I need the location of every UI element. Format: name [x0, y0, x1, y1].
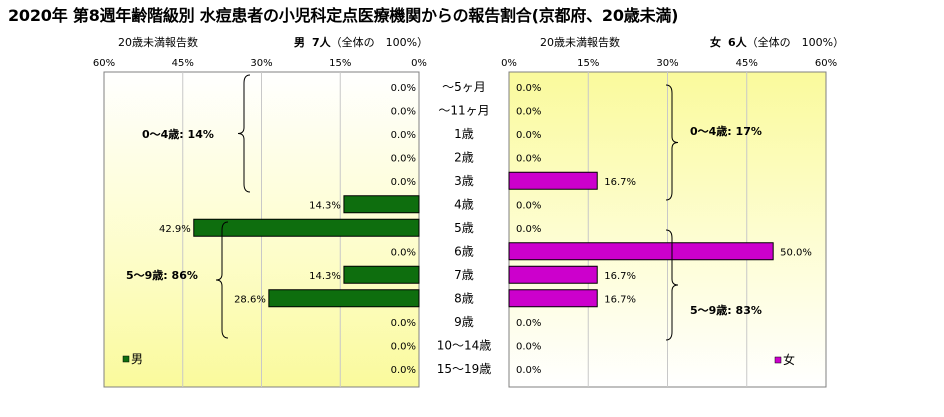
- left-x-tick-label: 45%: [172, 58, 194, 69]
- right-x-tick-label: 45%: [736, 58, 758, 69]
- right-group-label-5-9: 5～9歳: 83%: [690, 303, 762, 317]
- left-group-label-0-4: 0～4歳: 14%: [142, 127, 214, 141]
- right-count: 6人: [728, 36, 747, 49]
- right-data-label: 0.0%: [516, 365, 541, 376]
- category-label: 4歳: [454, 197, 474, 211]
- left-data-label: 0.0%: [391, 130, 416, 141]
- left-legend-swatch: [122, 355, 130, 363]
- right-bar: [508, 171, 598, 190]
- right-x-tick-label: 30%: [656, 58, 678, 69]
- right-data-label: 0.0%: [516, 318, 541, 329]
- right-data-label: 0.0%: [516, 83, 541, 94]
- category-label: 15～19歳: [437, 362, 492, 376]
- left-data-label: 0.0%: [391, 177, 416, 188]
- left-x-tick-label: 0%: [411, 58, 427, 69]
- right-bar: [508, 242, 774, 261]
- left-axis-label: 20歳未満報告数: [118, 36, 198, 49]
- right-brace-0-4: [665, 84, 679, 201]
- right-data-label: 0.0%: [516, 106, 541, 117]
- left-bar: [268, 289, 420, 308]
- category-label: 8歳: [454, 291, 474, 305]
- right-x-tick-label: 15%: [577, 58, 599, 69]
- right-data-label: 0.0%: [516, 130, 541, 141]
- right-gender-header: 女 6人（全体の 100%）: [710, 34, 844, 50]
- category-label: 3歳: [454, 174, 474, 188]
- left-data-label: 14.3%: [309, 200, 341, 211]
- right-gender: 女: [710, 36, 721, 49]
- left-brace-0-4: [237, 74, 251, 193]
- category-label: 10～14歳: [437, 338, 492, 352]
- right-data-label: 0.0%: [516, 200, 541, 211]
- left-data-label: 0.0%: [391, 247, 416, 258]
- right-data-label: 0.0%: [516, 153, 541, 164]
- right-bar: [508, 265, 598, 284]
- right-brace-5-9: [665, 229, 679, 341]
- left-share: （全体の 100%）: [330, 36, 429, 49]
- left-panel: 60% 45% 30% 15% 0% 0.0% 0.0% 0.0% 0.0% 0.0% 14.3% 4…: [93, 58, 427, 388]
- left-brace-5-9: [215, 221, 229, 339]
- category-label: 9歳: [454, 315, 474, 329]
- category-label: 7歳: [454, 268, 474, 282]
- left-data-label: 0.0%: [391, 83, 416, 94]
- right-data-label: 16.7%: [604, 177, 636, 188]
- left-data-label: 0.0%: [391, 153, 416, 164]
- category-labels: ～5ヶ月 ～11ヶ月 1歳 2歳 3歳 4歳 5歳 6歳 7歳 8歳 9歳 10～14歳 15～19歳: [437, 80, 492, 376]
- right-data-label: 50.0%: [780, 247, 812, 258]
- left-data-label: 0.0%: [391, 341, 416, 352]
- category-label: 6歳: [454, 244, 474, 258]
- right-x-tick-label: 0%: [501, 58, 517, 69]
- left-data-label: 0.0%: [391, 365, 416, 376]
- left-x-tick-label: 30%: [250, 58, 272, 69]
- left-bar: [343, 265, 420, 284]
- category-label: ～11ヶ月: [438, 103, 489, 117]
- category-label: ～5ヶ月: [442, 80, 486, 94]
- right-legend-label: 女: [783, 352, 795, 367]
- left-gender: 男: [294, 36, 305, 49]
- left-data-label: 28.6%: [234, 294, 266, 305]
- right-group-label-0-4: 0～4歳: 17%: [690, 124, 762, 138]
- left-data-label: 42.9%: [159, 224, 191, 235]
- category-label: 1歳: [454, 127, 474, 141]
- left-data-label: 0.0%: [391, 106, 416, 117]
- right-panel: 0% 15% 30% 45% 60% 0.0% 0.0% 0.0% 0.0% 16.7% 0.0% 0…: [501, 58, 837, 388]
- right-data-label: 0.0%: [516, 341, 541, 352]
- right-data-label: 0.0%: [516, 224, 541, 235]
- left-group-label-5-9: 5～9歳: 86%: [126, 268, 198, 282]
- right-x-tick-label: 60%: [815, 58, 837, 69]
- right-share: （全体の 100%）: [746, 36, 845, 49]
- right-data-label: 16.7%: [604, 294, 636, 305]
- right-data-label: 16.7%: [604, 271, 636, 282]
- left-data-label: 14.3%: [309, 271, 341, 282]
- right-axis-label: 20歳未満報告数: [540, 36, 620, 49]
- left-count: 7人: [312, 36, 331, 49]
- left-legend-label: 男: [131, 352, 143, 366]
- right-bar: [508, 289, 598, 308]
- category-label: 2歳: [454, 150, 474, 164]
- left-x-tick-label: 15%: [329, 58, 351, 69]
- left-gender-header: 男 7人（全体の 100%）: [294, 34, 428, 50]
- category-label: 5歳: [454, 221, 474, 235]
- left-bar: [193, 218, 420, 237]
- right-legend-swatch: [774, 356, 782, 364]
- chart-title: 2020年 第8週年齢階級別 水痘患者の小児科定点医療機関からの報告割合(京都府…: [8, 6, 679, 25]
- left-x-tick-label: 60%: [93, 58, 115, 69]
- left-data-label: 0.0%: [391, 318, 416, 329]
- left-bar: [343, 195, 420, 214]
